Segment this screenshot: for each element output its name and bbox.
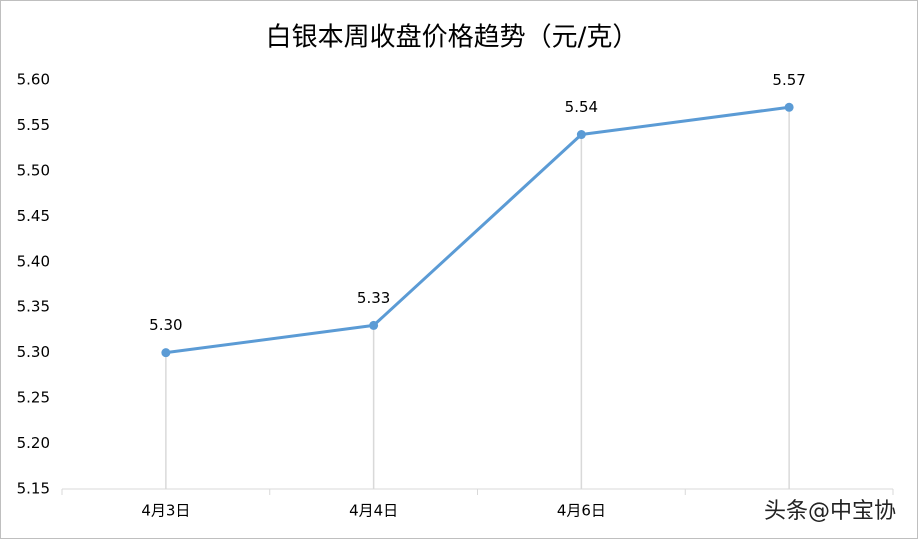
y-tick-label: 5.50 (17, 161, 50, 179)
y-tick-label: 5.25 (17, 389, 50, 407)
data-point (576, 130, 586, 140)
y-tick-label: 5.30 (17, 343, 50, 361)
y-tick-label: 5.55 (17, 116, 50, 134)
y-tick-label: 5.15 (17, 480, 50, 498)
y-tick-label: 5.20 (17, 434, 50, 452)
x-tick-label: 4月6日 (557, 502, 606, 520)
data-label: 5.54 (565, 98, 598, 116)
data-label: 5.30 (149, 316, 182, 334)
data-label: 5.33 (357, 289, 390, 307)
chart-title: 白银本周收盘价格趋势（元/克） (266, 23, 639, 53)
data-point (161, 348, 171, 358)
y-tick-label: 5.35 (17, 298, 50, 316)
data-point (369, 320, 379, 330)
y-tick-label: 5.40 (17, 252, 50, 270)
x-tick-label: 4月4日 (349, 502, 398, 520)
data-label: 5.57 (772, 71, 805, 89)
series-line (165, 105, 790, 355)
x-tick-label: 4月3日 (141, 502, 190, 520)
y-tick-label: 5.45 (17, 207, 50, 225)
data-point (784, 102, 794, 112)
watermark: 头条@中宝协 (764, 499, 896, 524)
y-tick-label: 5.60 (17, 71, 50, 89)
